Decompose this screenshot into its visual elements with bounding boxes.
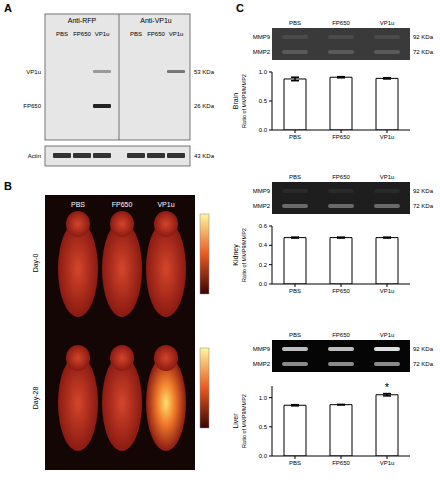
svg-text:0.6: 0.6 — [259, 223, 268, 229]
svg-text:PBS: PBS — [289, 134, 301, 140]
svg-text:Ratio of MMP9/MMP2: Ratio of MMP9/MMP2 — [241, 394, 247, 448]
svg-text:VP1u: VP1u — [380, 332, 395, 338]
svg-text:0.0: 0.0 — [259, 453, 268, 459]
svg-text:0.4: 0.4 — [259, 242, 268, 248]
svg-text:FP650: FP650 — [332, 20, 350, 26]
svg-text:PBS: PBS — [71, 201, 85, 208]
svg-text:72 KDa: 72 KDa — [413, 203, 432, 209]
svg-text:PBS: PBS — [289, 288, 301, 294]
svg-text:FP650: FP650 — [112, 201, 133, 208]
svg-text:*: * — [385, 381, 390, 393]
svg-text:Liver: Liver — [232, 413, 239, 429]
svg-text:1.0: 1.0 — [259, 395, 268, 401]
svg-text:72 KDa: 72 KDa — [413, 361, 432, 367]
svg-text:1.0: 1.0 — [259, 69, 268, 75]
svg-text:FP650: FP650 — [332, 332, 350, 338]
svg-text:PBS: PBS — [289, 332, 301, 338]
svg-text:Anti-RFP: Anti-RFP — [68, 17, 97, 24]
svg-text:Anti-VP1u: Anti-VP1u — [140, 17, 172, 24]
svg-text:53 KDa: 53 KDa — [194, 69, 215, 75]
svg-text:A: A — [8, 2, 12, 14]
svg-text:43 KDa: 43 KDa — [194, 153, 215, 159]
svg-text:MMP2: MMP2 — [253, 49, 271, 55]
svg-text:92 KDa: 92 KDa — [413, 34, 432, 40]
svg-text:0.5: 0.5 — [259, 424, 268, 430]
svg-text:92 KDa: 92 KDa — [413, 188, 432, 194]
svg-text:Kidney: Kidney — [232, 244, 240, 266]
svg-text:PBS: PBS — [289, 20, 301, 26]
svg-text:FP650: FP650 — [332, 288, 350, 294]
svg-text:0.0: 0.0 — [259, 127, 268, 133]
svg-text:PBS: PBS — [130, 31, 142, 37]
svg-text:Brain: Brain — [232, 93, 239, 109]
svg-text:MMP9: MMP9 — [253, 188, 271, 194]
svg-text:PBS: PBS — [289, 460, 301, 466]
svg-text:FP650: FP650 — [147, 31, 165, 37]
svg-text:VP1u: VP1u — [26, 69, 41, 75]
svg-text:PBS: PBS — [289, 174, 301, 180]
svg-text:VP1u: VP1u — [169, 31, 184, 37]
svg-text:Actin: Actin — [28, 153, 41, 159]
svg-text:FP650: FP650 — [73, 31, 91, 37]
svg-text:FP650: FP650 — [332, 134, 350, 140]
svg-text:VP1u: VP1u — [380, 460, 395, 466]
svg-text:MMP9: MMP9 — [253, 346, 271, 352]
svg-text:C: C — [236, 2, 244, 14]
svg-text:VP1u: VP1u — [380, 134, 395, 140]
svg-text:FP650: FP650 — [23, 103, 41, 109]
svg-text:26 KDa: 26 KDa — [194, 103, 215, 109]
svg-text:0.2: 0.2 — [259, 262, 268, 268]
svg-text:B: B — [8, 180, 12, 192]
svg-text:0.5: 0.5 — [259, 98, 268, 104]
svg-text:Day-28: Day-28 — [32, 387, 40, 410]
svg-text:FP650: FP650 — [332, 174, 350, 180]
svg-text:VP1u: VP1u — [380, 288, 395, 294]
svg-text:72 KDa: 72 KDa — [413, 49, 432, 55]
svg-text:VP1u: VP1u — [380, 174, 395, 180]
svg-text:FP650: FP650 — [332, 460, 350, 466]
svg-text:MMP9: MMP9 — [253, 34, 271, 40]
svg-text:Ratio of MMP9/MMP2: Ratio of MMP9/MMP2 — [241, 228, 247, 282]
svg-text:PBS: PBS — [56, 31, 68, 37]
svg-text:VP1u: VP1u — [95, 31, 110, 37]
svg-text:0.0: 0.0 — [259, 281, 268, 287]
svg-text:Ratio of MMP9/MMP2: Ratio of MMP9/MMP2 — [241, 74, 247, 128]
svg-text:VP1u: VP1u — [157, 201, 174, 208]
svg-text:MMP2: MMP2 — [253, 361, 271, 367]
svg-text:92 KDa: 92 KDa — [413, 346, 432, 352]
svg-text:MMP2: MMP2 — [253, 203, 271, 209]
svg-text:VP1u: VP1u — [380, 20, 395, 26]
svg-text:Day-0: Day-0 — [32, 254, 40, 273]
